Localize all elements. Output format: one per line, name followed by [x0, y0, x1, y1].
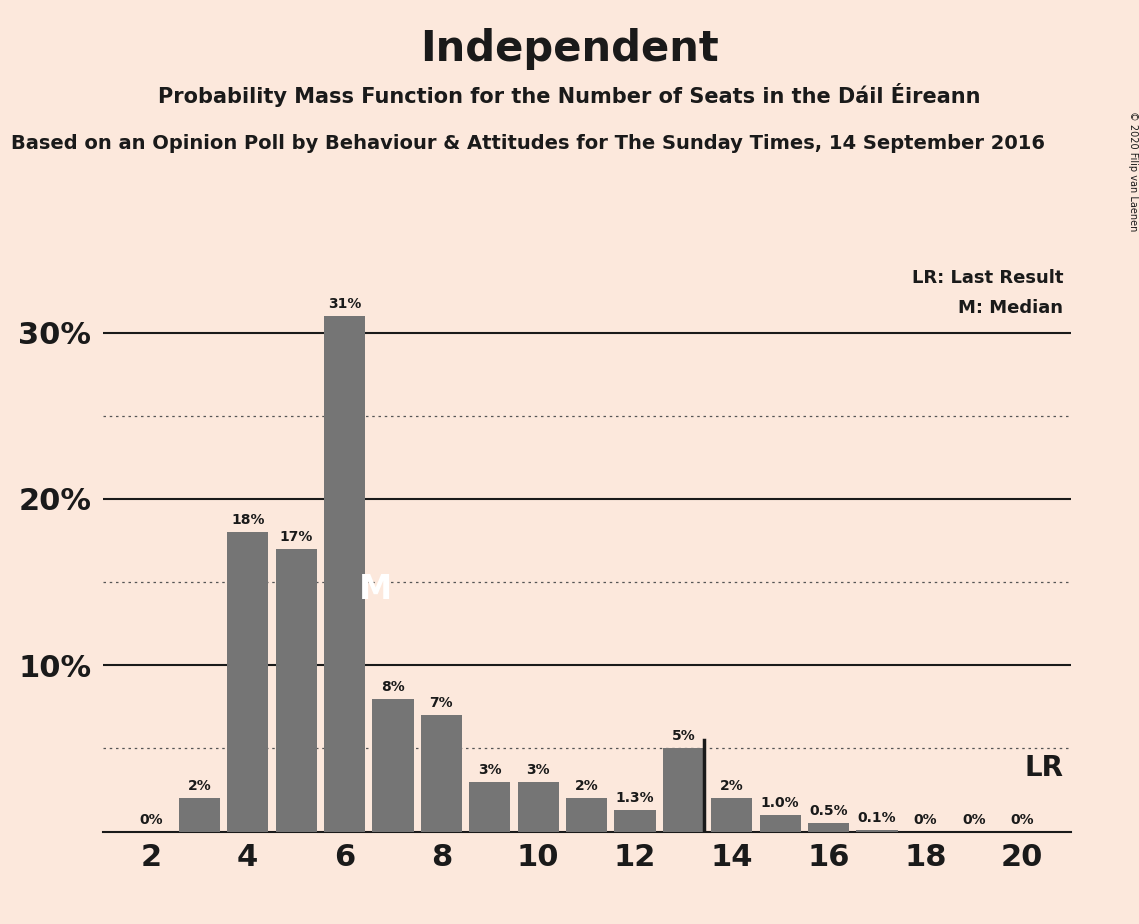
- Bar: [469, 782, 510, 832]
- Text: 1.3%: 1.3%: [616, 791, 654, 805]
- Bar: [179, 798, 220, 832]
- Text: 3%: 3%: [478, 762, 501, 777]
- Text: © 2020 Filip van Laenen: © 2020 Filip van Laenen: [1129, 111, 1138, 231]
- Bar: [517, 782, 559, 832]
- Bar: [566, 798, 607, 832]
- Bar: [276, 549, 317, 832]
- Text: Based on an Opinion Poll by Behaviour & Attitudes for The Sunday Times, 14 Septe: Based on an Opinion Poll by Behaviour & …: [11, 134, 1046, 153]
- Text: Probability Mass Function for the Number of Seats in the Dáil Éireann: Probability Mass Function for the Number…: [158, 83, 981, 107]
- Text: LR: Last Result: LR: Last Result: [912, 269, 1064, 286]
- Text: 18%: 18%: [231, 513, 264, 528]
- Bar: [808, 823, 850, 832]
- Text: 0%: 0%: [962, 812, 985, 827]
- Text: Independent: Independent: [420, 28, 719, 69]
- Text: 0%: 0%: [139, 812, 163, 827]
- Text: M: M: [359, 573, 392, 606]
- Bar: [663, 748, 704, 832]
- Text: 0.5%: 0.5%: [810, 804, 847, 819]
- Text: 3%: 3%: [526, 762, 550, 777]
- Text: 7%: 7%: [429, 696, 453, 711]
- Text: 17%: 17%: [279, 529, 313, 544]
- Text: 2%: 2%: [720, 779, 744, 794]
- Text: 0%: 0%: [1010, 812, 1034, 827]
- Text: 8%: 8%: [382, 679, 404, 694]
- Text: 2%: 2%: [188, 779, 211, 794]
- Text: 0.1%: 0.1%: [858, 811, 896, 825]
- Text: 1.0%: 1.0%: [761, 796, 800, 810]
- Bar: [372, 699, 413, 832]
- Bar: [614, 810, 656, 832]
- Text: 31%: 31%: [328, 297, 361, 311]
- Bar: [857, 830, 898, 832]
- Text: 0%: 0%: [913, 812, 937, 827]
- Text: M: Median: M: Median: [958, 298, 1064, 317]
- Bar: [711, 798, 753, 832]
- Bar: [227, 532, 269, 832]
- Text: 2%: 2%: [575, 779, 598, 794]
- Bar: [760, 815, 801, 832]
- Bar: [420, 715, 462, 832]
- Text: LR: LR: [1024, 754, 1064, 783]
- Bar: [323, 316, 366, 832]
- Text: 5%: 5%: [672, 729, 695, 744]
